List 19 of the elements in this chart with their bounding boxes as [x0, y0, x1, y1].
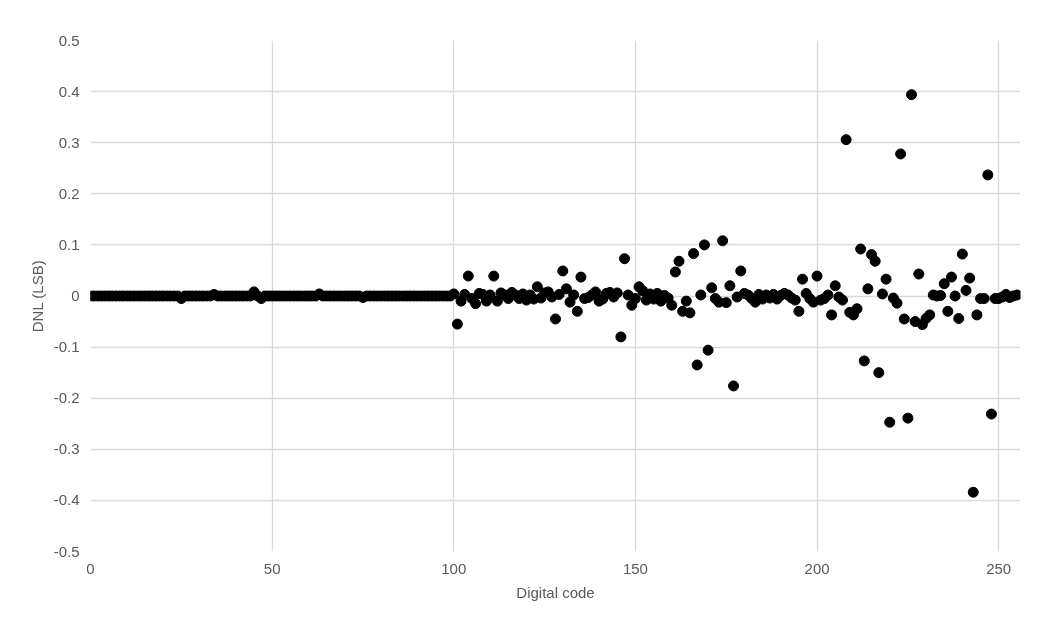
- y-tick-label: -0.1: [53, 338, 80, 356]
- y-tick-label: 0: [71, 287, 80, 304]
- x-tick-label: 100: [441, 559, 467, 577]
- y-tick-label: 0.3: [58, 133, 80, 151]
- x-axis-title: Digital code: [516, 583, 595, 601]
- y-tick-label: 0.5: [58, 31, 80, 49]
- y-axis-title: DNL (LSB): [28, 260, 46, 333]
- x-tick-label: 250: [986, 559, 1012, 577]
- y-tick-label: -0.5: [53, 542, 80, 560]
- y-tick-label: 0.1: [58, 235, 80, 253]
- y-tick-label: -0.2: [53, 389, 80, 407]
- x-tick-label: 150: [622, 559, 648, 577]
- x-tick-label: 0: [86, 559, 95, 577]
- y-tick-label: 0.4: [58, 82, 80, 100]
- x-tick-label: 200: [804, 559, 830, 577]
- y-tick-label: -0.4: [53, 491, 80, 509]
- x-tick-label: 50: [263, 559, 281, 577]
- y-tick-label: 0.2: [58, 184, 80, 202]
- y-tick-label: -0.3: [53, 440, 80, 458]
